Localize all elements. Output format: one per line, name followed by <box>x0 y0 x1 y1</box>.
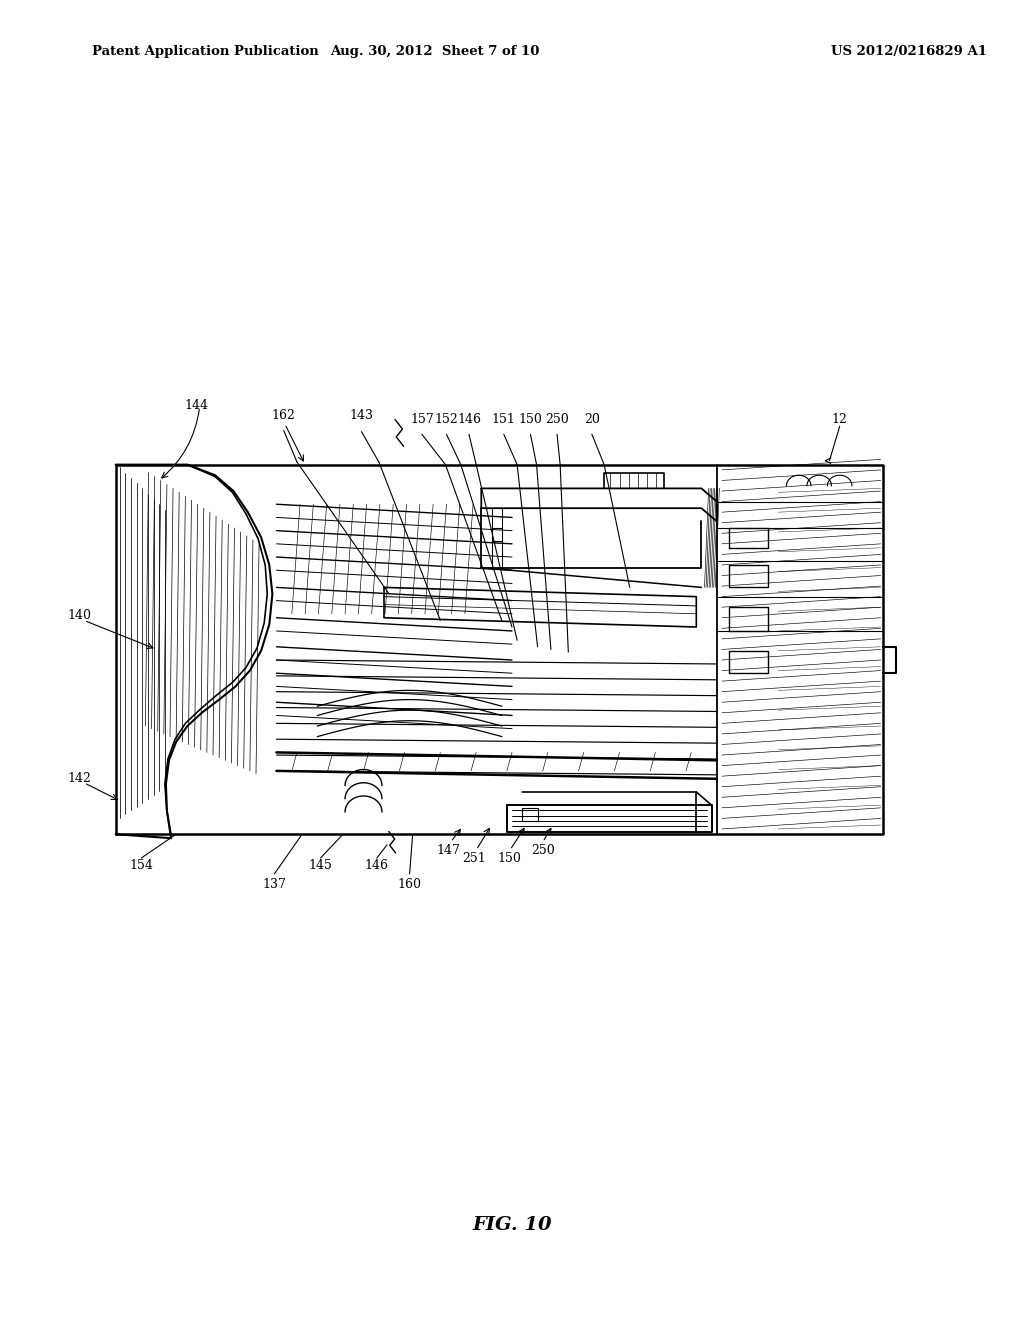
Text: 140: 140 <box>68 609 92 622</box>
Text: 146: 146 <box>365 859 389 873</box>
Text: US 2012/0216829 A1: US 2012/0216829 A1 <box>831 45 987 58</box>
Text: 150: 150 <box>497 851 521 865</box>
Text: Patent Application Publication: Patent Application Publication <box>92 45 318 58</box>
Text: FIG. 10: FIG. 10 <box>472 1216 552 1234</box>
Text: 154: 154 <box>129 859 154 873</box>
Text: 250: 250 <box>530 843 555 857</box>
Text: 250: 250 <box>545 413 569 426</box>
Text: 147: 147 <box>436 843 461 857</box>
Text: 146: 146 <box>457 413 481 426</box>
Text: 152: 152 <box>434 413 459 426</box>
Text: Aug. 30, 2012  Sheet 7 of 10: Aug. 30, 2012 Sheet 7 of 10 <box>331 45 540 58</box>
Text: 151: 151 <box>492 413 516 426</box>
Text: 144: 144 <box>184 399 209 412</box>
Text: 150: 150 <box>518 413 543 426</box>
Text: 157: 157 <box>410 413 434 426</box>
Text: 20: 20 <box>584 413 600 426</box>
Text: 137: 137 <box>262 878 287 891</box>
Text: 251: 251 <box>462 851 486 865</box>
Text: 145: 145 <box>308 859 333 873</box>
Text: 160: 160 <box>397 878 422 891</box>
Text: 142: 142 <box>68 772 92 785</box>
Text: 143: 143 <box>349 409 374 422</box>
Text: 12: 12 <box>831 413 848 426</box>
Text: 162: 162 <box>271 409 296 422</box>
